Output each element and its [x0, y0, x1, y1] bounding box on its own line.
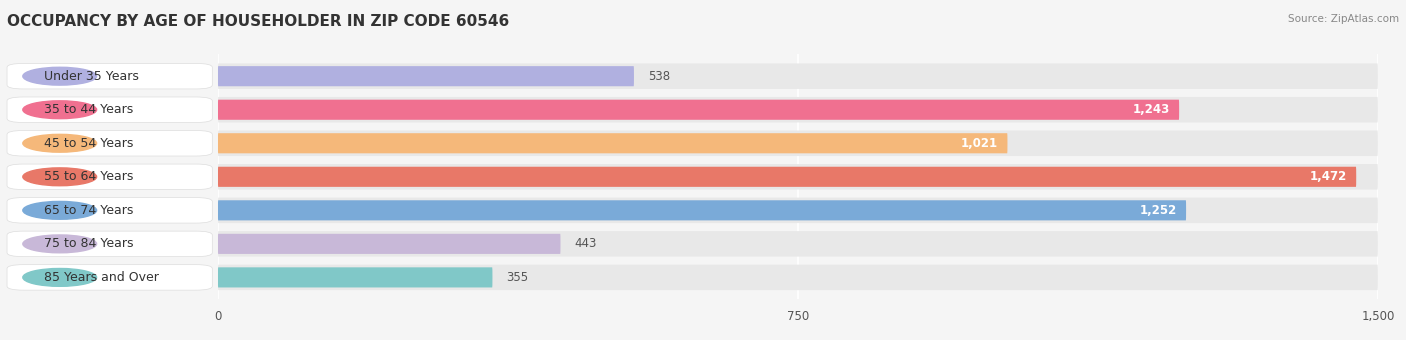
FancyBboxPatch shape [218, 64, 1378, 89]
Text: 1,243: 1,243 [1133, 103, 1170, 116]
FancyBboxPatch shape [218, 164, 1378, 189]
FancyBboxPatch shape [218, 131, 1378, 156]
FancyBboxPatch shape [218, 66, 634, 86]
FancyBboxPatch shape [218, 231, 1378, 257]
Text: 75 to 84 Years: 75 to 84 Years [44, 237, 134, 250]
Text: 35 to 44 Years: 35 to 44 Years [44, 103, 134, 116]
Text: 443: 443 [575, 237, 596, 250]
Text: 355: 355 [506, 271, 529, 284]
FancyBboxPatch shape [218, 267, 492, 287]
FancyBboxPatch shape [218, 100, 1180, 120]
FancyBboxPatch shape [218, 97, 1378, 122]
Text: 1,472: 1,472 [1310, 170, 1347, 183]
Text: Under 35 Years: Under 35 Years [44, 70, 139, 83]
Text: 85 Years and Over: 85 Years and Over [44, 271, 159, 284]
FancyBboxPatch shape [218, 265, 1378, 290]
FancyBboxPatch shape [218, 198, 1378, 223]
Text: 65 to 74 Years: 65 to 74 Years [44, 204, 134, 217]
FancyBboxPatch shape [218, 200, 1187, 220]
Text: 1,252: 1,252 [1140, 204, 1177, 217]
Text: Source: ZipAtlas.com: Source: ZipAtlas.com [1288, 14, 1399, 23]
Text: 1,021: 1,021 [962, 137, 998, 150]
Text: 538: 538 [648, 70, 671, 83]
Text: OCCUPANCY BY AGE OF HOUSEHOLDER IN ZIP CODE 60546: OCCUPANCY BY AGE OF HOUSEHOLDER IN ZIP C… [7, 14, 509, 29]
Text: 45 to 54 Years: 45 to 54 Years [44, 137, 134, 150]
FancyBboxPatch shape [218, 133, 1008, 153]
FancyBboxPatch shape [218, 234, 561, 254]
Text: 55 to 64 Years: 55 to 64 Years [44, 170, 134, 183]
FancyBboxPatch shape [218, 167, 1357, 187]
